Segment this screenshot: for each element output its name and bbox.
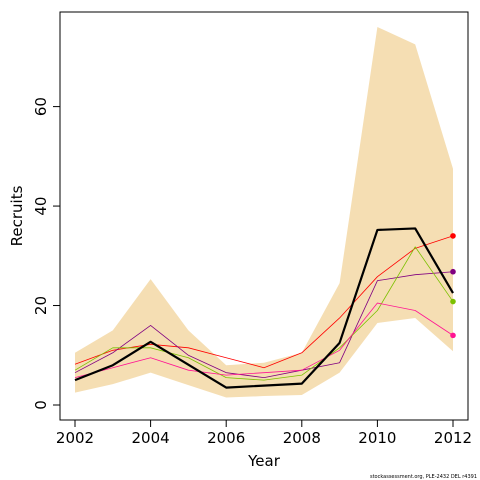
confidence-band-layer — [75, 27, 453, 398]
x-axis-title: Year — [247, 452, 281, 470]
y-tick-label: 20 — [32, 296, 50, 315]
y-tick-label: 40 — [32, 197, 50, 216]
series-line-1 — [74, 235, 454, 369]
x-tick-label: 2004 — [132, 429, 170, 447]
axis-layer: 2002 2004 2006 2008 2010 2012 0 20 40 60 — [32, 97, 472, 447]
x-tick-label: 2008 — [283, 429, 321, 447]
x-tick-label: 2012 — [434, 429, 472, 447]
series-line-2 — [74, 271, 454, 379]
series-end-point-2 — [450, 268, 456, 275]
y-tick-label: 60 — [32, 97, 50, 116]
series-end-point-4 — [450, 332, 456, 339]
series-layer — [74, 227, 456, 389]
credit-text: stockassessment.org, PLE-2432 DEL r4391 — [370, 474, 477, 480]
x-tick-label: 2002 — [56, 429, 94, 447]
series-end-point-1 — [450, 233, 456, 239]
series-end-point-3 — [450, 298, 456, 305]
confidence-band — [75, 27, 453, 398]
series-line-4 — [74, 302, 454, 379]
plot-frame — [59, 11, 469, 421]
series-line-3 — [74, 246, 454, 381]
x-tick-label: 2010 — [358, 429, 396, 447]
y-tick-label: 0 — [32, 400, 50, 410]
x-tick-label: 2006 — [207, 429, 245, 447]
series-line-0 — [74, 227, 454, 389]
y-axis-title: Recruits — [8, 185, 26, 246]
